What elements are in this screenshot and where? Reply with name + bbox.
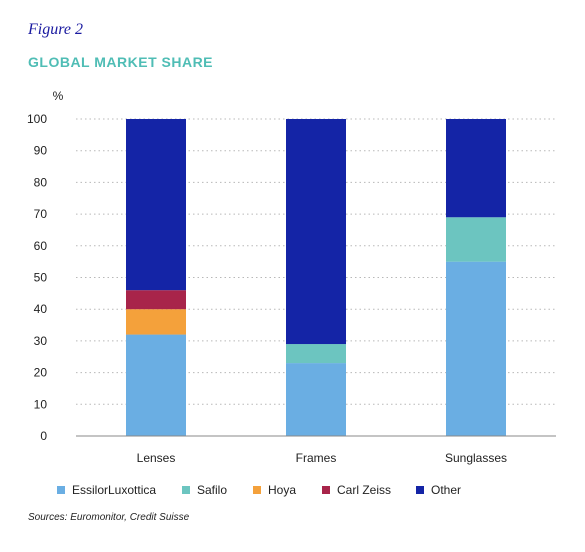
y-axis-unit-label: %	[53, 89, 64, 103]
legend-label: Hoya	[268, 483, 296, 497]
legend-label: Carl Zeiss	[337, 483, 391, 497]
chart-title: GLOBAL MARKET SHARE	[28, 54, 214, 70]
y-tick-label: 70	[34, 207, 48, 221]
legend-label: Other	[431, 483, 461, 497]
bar-segment	[126, 309, 186, 335]
y-tick-label: 10	[34, 397, 48, 411]
legend-label: EssilorLuxottica	[72, 483, 156, 497]
bar-segment	[286, 344, 346, 364]
figure-label: Figure 2	[28, 21, 83, 38]
bar-segment	[126, 119, 186, 291]
legend-swatch	[322, 486, 330, 494]
y-tick-label: 30	[34, 334, 48, 348]
bar-segment	[286, 363, 346, 436]
x-tick-label: Sunglasses	[445, 451, 507, 465]
y-axis-ticks: 0 10 20 30 40 50 60 70 80 90 100	[27, 112, 47, 443]
y-tick-label: 20	[34, 366, 48, 380]
x-tick-label: Frames	[296, 451, 337, 465]
x-tick-label: Lenses	[137, 451, 176, 465]
legend-label: Safilo	[197, 483, 227, 497]
source-note: Sources: Euromonitor, Credit Suisse	[28, 512, 190, 523]
y-tick-label: 90	[34, 144, 48, 158]
y-tick-label: 100	[27, 112, 47, 126]
legend: EssilorLuxottica Safilo Hoya Carl Zeiss Othe…	[57, 483, 461, 497]
x-axis-ticks: Lenses Frames Sunglasses	[137, 451, 507, 465]
y-tick-label: 80	[34, 175, 48, 189]
bar-segment	[126, 334, 186, 436]
y-tick-label: 60	[34, 239, 48, 253]
legend-swatch	[182, 486, 190, 494]
legend-swatch	[57, 486, 65, 494]
bar-segment	[286, 119, 346, 345]
bar-segment	[446, 119, 506, 218]
bar-segment	[446, 217, 506, 262]
bars	[126, 119, 506, 436]
legend-swatch	[253, 486, 261, 494]
y-tick-label: 40	[34, 302, 48, 316]
bar-segment	[446, 261, 506, 436]
legend-swatch	[416, 486, 424, 494]
y-tick-label: 50	[34, 271, 48, 285]
bar-segment	[126, 290, 186, 310]
y-tick-label: 0	[40, 429, 47, 443]
